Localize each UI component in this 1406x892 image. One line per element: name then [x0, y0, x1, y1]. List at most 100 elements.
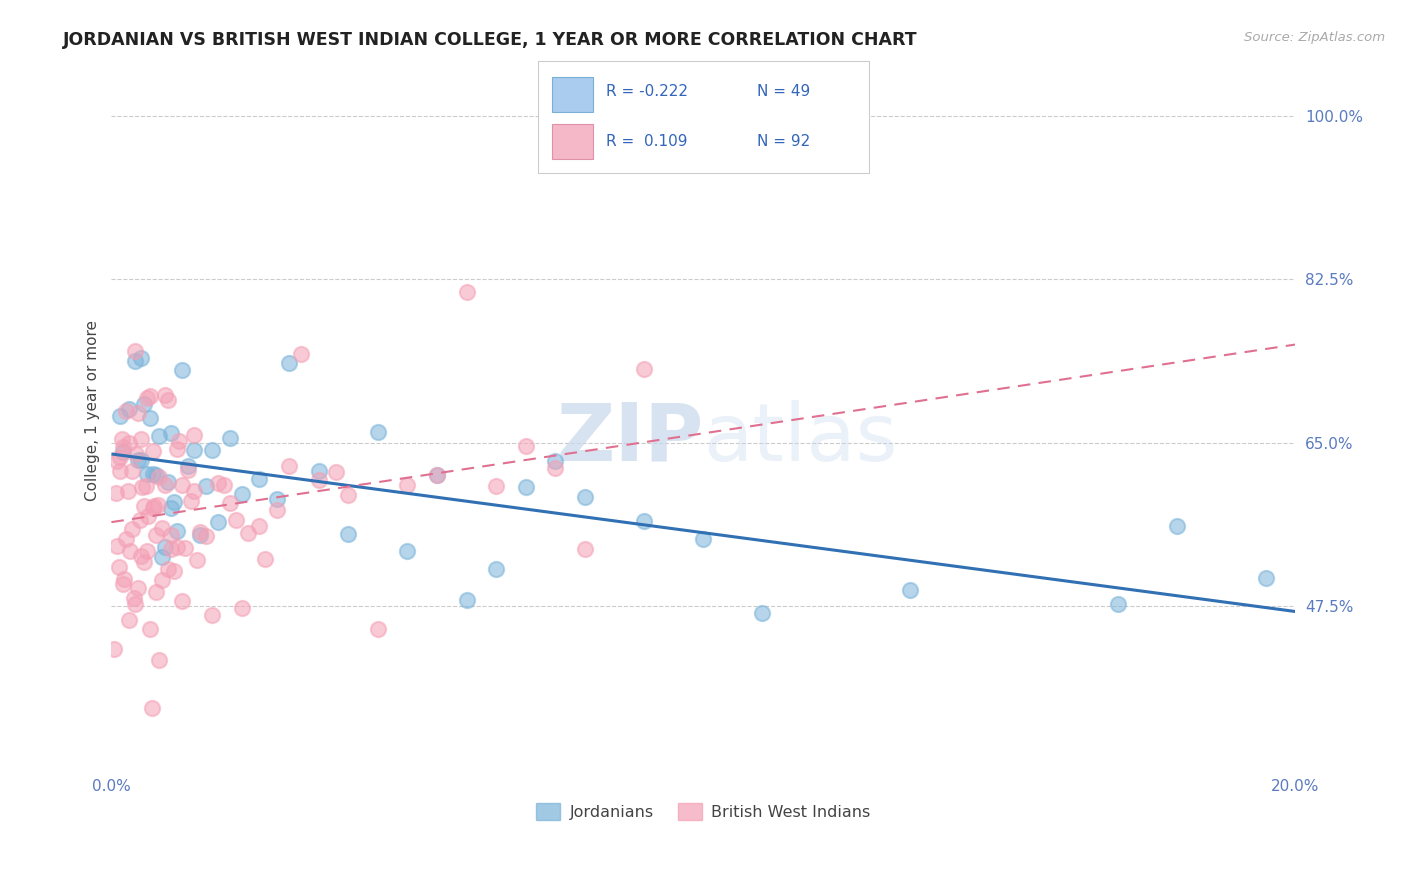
Point: [142, 500, 165, 515]
Point: [337, 488, 360, 502]
Point: [145, 584, 167, 599]
Point: [172, 594, 194, 608]
Legend: Jordanians, British West Indians: Jordanians, British West Indians: [530, 797, 877, 826]
Point: [515, 480, 537, 494]
Point: [111, 432, 134, 446]
Point: [367, 623, 389, 637]
Point: [139, 622, 162, 636]
Point: [129, 432, 152, 446]
Text: ZIP: ZIP: [555, 400, 703, 478]
Point: [124, 344, 146, 359]
Point: [136, 508, 159, 523]
Point: [308, 473, 330, 487]
Point: [426, 467, 449, 482]
Point: [135, 544, 157, 558]
Point: [132, 500, 155, 514]
Point: [110, 450, 132, 465]
Text: R =  0.109: R = 0.109: [606, 135, 688, 150]
Point: [278, 356, 301, 370]
Point: [515, 439, 537, 453]
Point: [177, 458, 200, 473]
Point: [485, 562, 508, 576]
Point: [207, 475, 229, 490]
Point: [1166, 519, 1188, 533]
Bar: [551, 78, 593, 112]
Point: [125, 447, 148, 461]
Point: [290, 347, 312, 361]
Point: [166, 524, 188, 538]
Point: [156, 393, 179, 408]
Point: [132, 555, 155, 569]
Point: [103, 641, 125, 656]
Point: [129, 549, 152, 564]
Point: [143, 499, 166, 513]
Point: [218, 496, 240, 510]
Point: [118, 401, 141, 416]
Point: [169, 434, 191, 449]
Point: [201, 607, 224, 622]
Point: [105, 539, 128, 553]
Point: [225, 513, 247, 527]
Point: [186, 553, 208, 567]
Point: [153, 388, 176, 402]
Point: [1107, 597, 1129, 611]
Point: [183, 483, 205, 498]
Bar: [551, 124, 593, 159]
Point: [127, 452, 149, 467]
Point: [153, 540, 176, 554]
Point: [195, 479, 218, 493]
Point: [183, 428, 205, 442]
Point: [118, 435, 141, 450]
Point: [247, 518, 270, 533]
Point: [172, 363, 194, 377]
Point: [110, 464, 132, 478]
Point: [159, 500, 181, 515]
Point: [266, 503, 288, 517]
Point: [574, 541, 596, 556]
Point: [127, 582, 149, 596]
Y-axis label: College, 1 year or more: College, 1 year or more: [86, 319, 100, 500]
Point: [139, 389, 162, 403]
Point: [139, 410, 162, 425]
Point: [172, 477, 194, 491]
Point: [162, 564, 184, 578]
Point: [456, 593, 478, 607]
Point: [266, 491, 288, 506]
Point: [131, 480, 153, 494]
Point: [308, 464, 330, 478]
Point: [112, 577, 135, 591]
Point: [153, 477, 176, 491]
Point: [751, 606, 773, 620]
Point: [325, 465, 347, 479]
Point: [201, 443, 224, 458]
Point: [183, 443, 205, 458]
Point: [156, 562, 179, 576]
Point: [207, 515, 229, 529]
Point: [145, 527, 167, 541]
Point: [1254, 571, 1277, 585]
Point: [633, 514, 655, 528]
Point: [396, 477, 419, 491]
Point: [159, 542, 181, 557]
Point: [900, 583, 922, 598]
Point: [124, 597, 146, 611]
Text: N = 92: N = 92: [756, 135, 810, 150]
Point: [114, 572, 136, 586]
Point: [105, 453, 128, 467]
Point: [544, 454, 567, 468]
Point: [337, 526, 360, 541]
Point: [142, 444, 165, 458]
Point: [135, 392, 157, 406]
Point: [135, 467, 157, 481]
Point: [110, 409, 132, 424]
Point: [218, 431, 240, 445]
Point: [278, 459, 301, 474]
Point: [121, 464, 143, 478]
Text: atlas: atlas: [703, 400, 897, 478]
Point: [128, 512, 150, 526]
Point: [142, 467, 165, 482]
Text: R = -0.222: R = -0.222: [606, 84, 688, 99]
Point: [231, 600, 253, 615]
Point: [247, 472, 270, 486]
Point: [177, 463, 200, 477]
